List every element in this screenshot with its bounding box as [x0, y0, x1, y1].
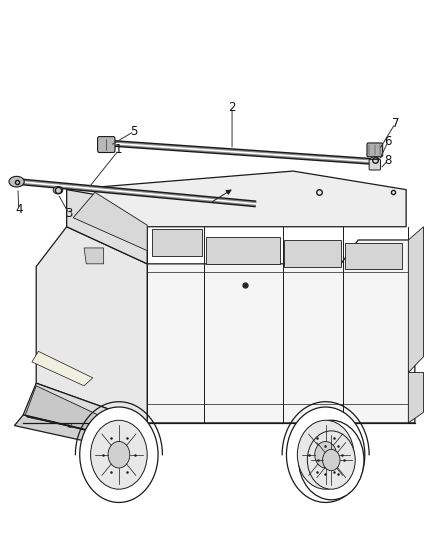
Circle shape	[315, 441, 336, 468]
Text: ⊙: ⊙	[66, 423, 72, 429]
Text: 8: 8	[384, 154, 392, 167]
Polygon shape	[36, 227, 147, 423]
Polygon shape	[408, 227, 424, 373]
FancyBboxPatch shape	[367, 143, 383, 157]
Circle shape	[286, 407, 365, 503]
Ellipse shape	[53, 187, 63, 194]
Text: 5: 5	[131, 125, 138, 138]
Ellipse shape	[370, 157, 380, 164]
Polygon shape	[84, 248, 104, 264]
FancyBboxPatch shape	[98, 136, 115, 152]
Circle shape	[299, 420, 364, 500]
Polygon shape	[147, 240, 415, 423]
Text: 6: 6	[384, 135, 392, 148]
Text: 1: 1	[115, 143, 123, 156]
Circle shape	[297, 420, 354, 489]
Polygon shape	[345, 243, 402, 269]
Ellipse shape	[9, 176, 24, 187]
Polygon shape	[206, 237, 280, 264]
Polygon shape	[73, 192, 147, 251]
Polygon shape	[67, 171, 406, 227]
Text: 3: 3	[65, 207, 73, 220]
Polygon shape	[67, 190, 147, 264]
Circle shape	[80, 407, 158, 503]
Polygon shape	[152, 229, 201, 256]
Text: 2: 2	[228, 101, 236, 114]
Polygon shape	[284, 240, 341, 266]
Circle shape	[322, 449, 340, 471]
Text: 4: 4	[15, 203, 22, 216]
Circle shape	[108, 441, 130, 468]
Polygon shape	[32, 351, 93, 386]
Polygon shape	[23, 383, 147, 441]
Polygon shape	[25, 386, 132, 439]
Circle shape	[91, 420, 147, 489]
Circle shape	[307, 431, 355, 489]
Polygon shape	[14, 415, 132, 449]
FancyBboxPatch shape	[369, 159, 381, 170]
Polygon shape	[408, 373, 424, 423]
Text: 7: 7	[392, 117, 399, 130]
